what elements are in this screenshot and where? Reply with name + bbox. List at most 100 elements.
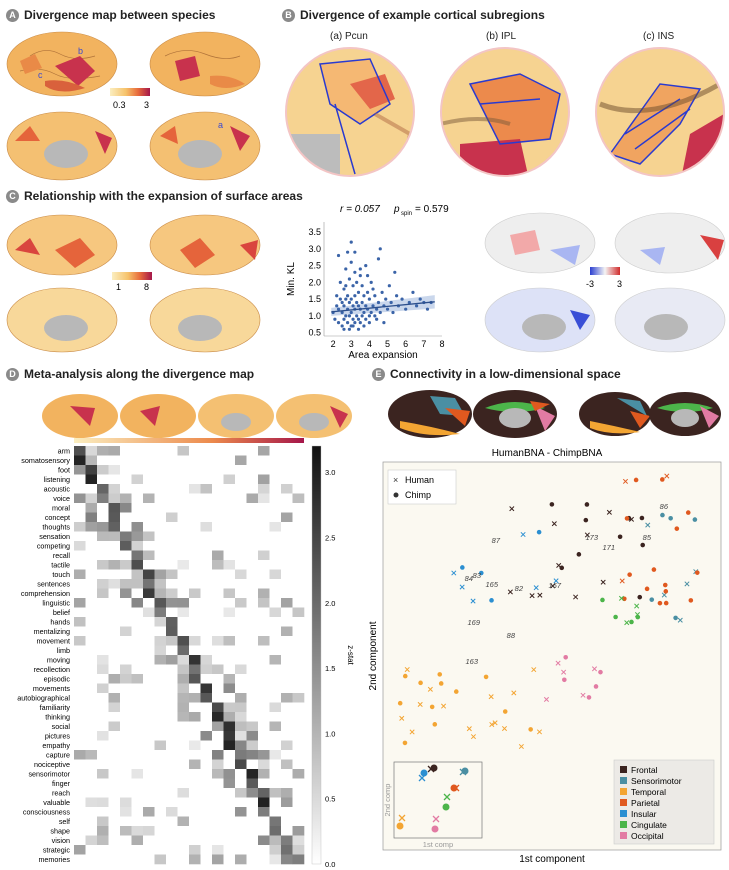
chimp-brains [579, 392, 721, 436]
d-cell [292, 484, 305, 494]
d-cell [223, 569, 236, 580]
d-cell [97, 702, 109, 713]
d-cell [223, 465, 236, 475]
e-point-chimp [429, 704, 435, 710]
d-cell [97, 845, 109, 855]
d-cell [281, 664, 293, 675]
d-cell [223, 655, 236, 665]
d-cell [258, 655, 270, 665]
d-cell [120, 550, 132, 561]
d-cell [189, 835, 201, 846]
e-point-chimp [673, 615, 678, 621]
d-cell [212, 579, 224, 589]
c-point [355, 314, 359, 318]
d-cell [281, 835, 293, 846]
d-cell [258, 474, 270, 485]
d-cell [235, 626, 247, 637]
e-point-chimp [402, 673, 408, 679]
d-cell [281, 446, 293, 456]
d-cell [258, 693, 270, 703]
d-cell [281, 626, 293, 637]
d-cell [212, 465, 224, 475]
d-cell [85, 645, 98, 656]
d-cell [74, 750, 86, 760]
e-inset-point-human [443, 793, 451, 801]
e-point-human [634, 611, 641, 618]
e-point-human [509, 506, 515, 512]
d-cell [120, 636, 132, 646]
c-point [367, 320, 371, 325]
d-cell [281, 797, 293, 808]
e-x-label: 1st component [519, 854, 585, 865]
d-cell [166, 788, 178, 798]
d-cell [269, 560, 282, 570]
c-point [375, 317, 379, 321]
panel-a-title-text: Divergence map between species [24, 8, 216, 22]
d-cell [108, 759, 121, 770]
d-cell [212, 816, 224, 827]
c-point [347, 314, 352, 318]
d-cell [166, 455, 178, 466]
d-row-label: arm [58, 447, 70, 456]
d-cell [108, 826, 121, 836]
e-point-chimp [586, 695, 592, 700]
d-cell [166, 769, 178, 779]
d-cell [74, 531, 86, 542]
d-cell [120, 807, 132, 817]
d-cell [177, 474, 190, 485]
d-cell [281, 503, 293, 513]
e-point-human [584, 532, 590, 538]
e-point-label: 84 [465, 574, 473, 583]
d-cell [108, 816, 121, 827]
d-cell [223, 845, 236, 855]
d-cell [212, 531, 224, 542]
d-cell [212, 598, 224, 608]
d-cell [74, 740, 86, 751]
d-row-label: limb [57, 646, 70, 655]
e-point-human [561, 669, 567, 675]
e-point-chimp [584, 502, 590, 507]
d-cell [200, 816, 213, 827]
d-row-label: recollection [34, 665, 70, 674]
d-cell [85, 683, 98, 694]
e-point-label: 169 [467, 618, 480, 627]
d-cell [154, 636, 167, 646]
d-cell [281, 474, 293, 485]
d-cell [120, 645, 132, 656]
d-cell [120, 683, 132, 694]
e-point-human [628, 516, 635, 522]
d-cell [108, 512, 121, 523]
d-cell [212, 664, 224, 675]
d-cell [235, 854, 247, 865]
e-point-human [619, 578, 625, 584]
d-cell [246, 740, 259, 751]
c-point [362, 294, 366, 298]
d-cell [292, 455, 305, 466]
d-cell [235, 522, 247, 532]
d-cell [74, 607, 86, 618]
e-point-chimp [639, 515, 645, 521]
d-cell [189, 693, 201, 703]
d-cell [143, 788, 155, 798]
d-cell [281, 807, 293, 817]
panel-d-brains [42, 394, 352, 438]
e-point-human [466, 726, 472, 732]
d-cell [177, 484, 190, 494]
d-cell [166, 636, 178, 646]
e-point-human [537, 592, 543, 598]
c-point [375, 307, 379, 311]
d-cell [269, 721, 282, 732]
d-cell [223, 617, 236, 627]
c-point [342, 317, 346, 321]
d-colorbar-tick: 0.0 [325, 860, 335, 869]
d-cell [131, 626, 144, 637]
d-cell [97, 541, 109, 551]
d-cell [143, 550, 155, 561]
d-cell [74, 503, 86, 513]
d-cell [131, 750, 144, 760]
d-cell [212, 455, 224, 466]
d-cell [235, 607, 247, 618]
d-cell [143, 474, 155, 485]
d-cell [85, 522, 98, 532]
d-cell [200, 655, 213, 665]
